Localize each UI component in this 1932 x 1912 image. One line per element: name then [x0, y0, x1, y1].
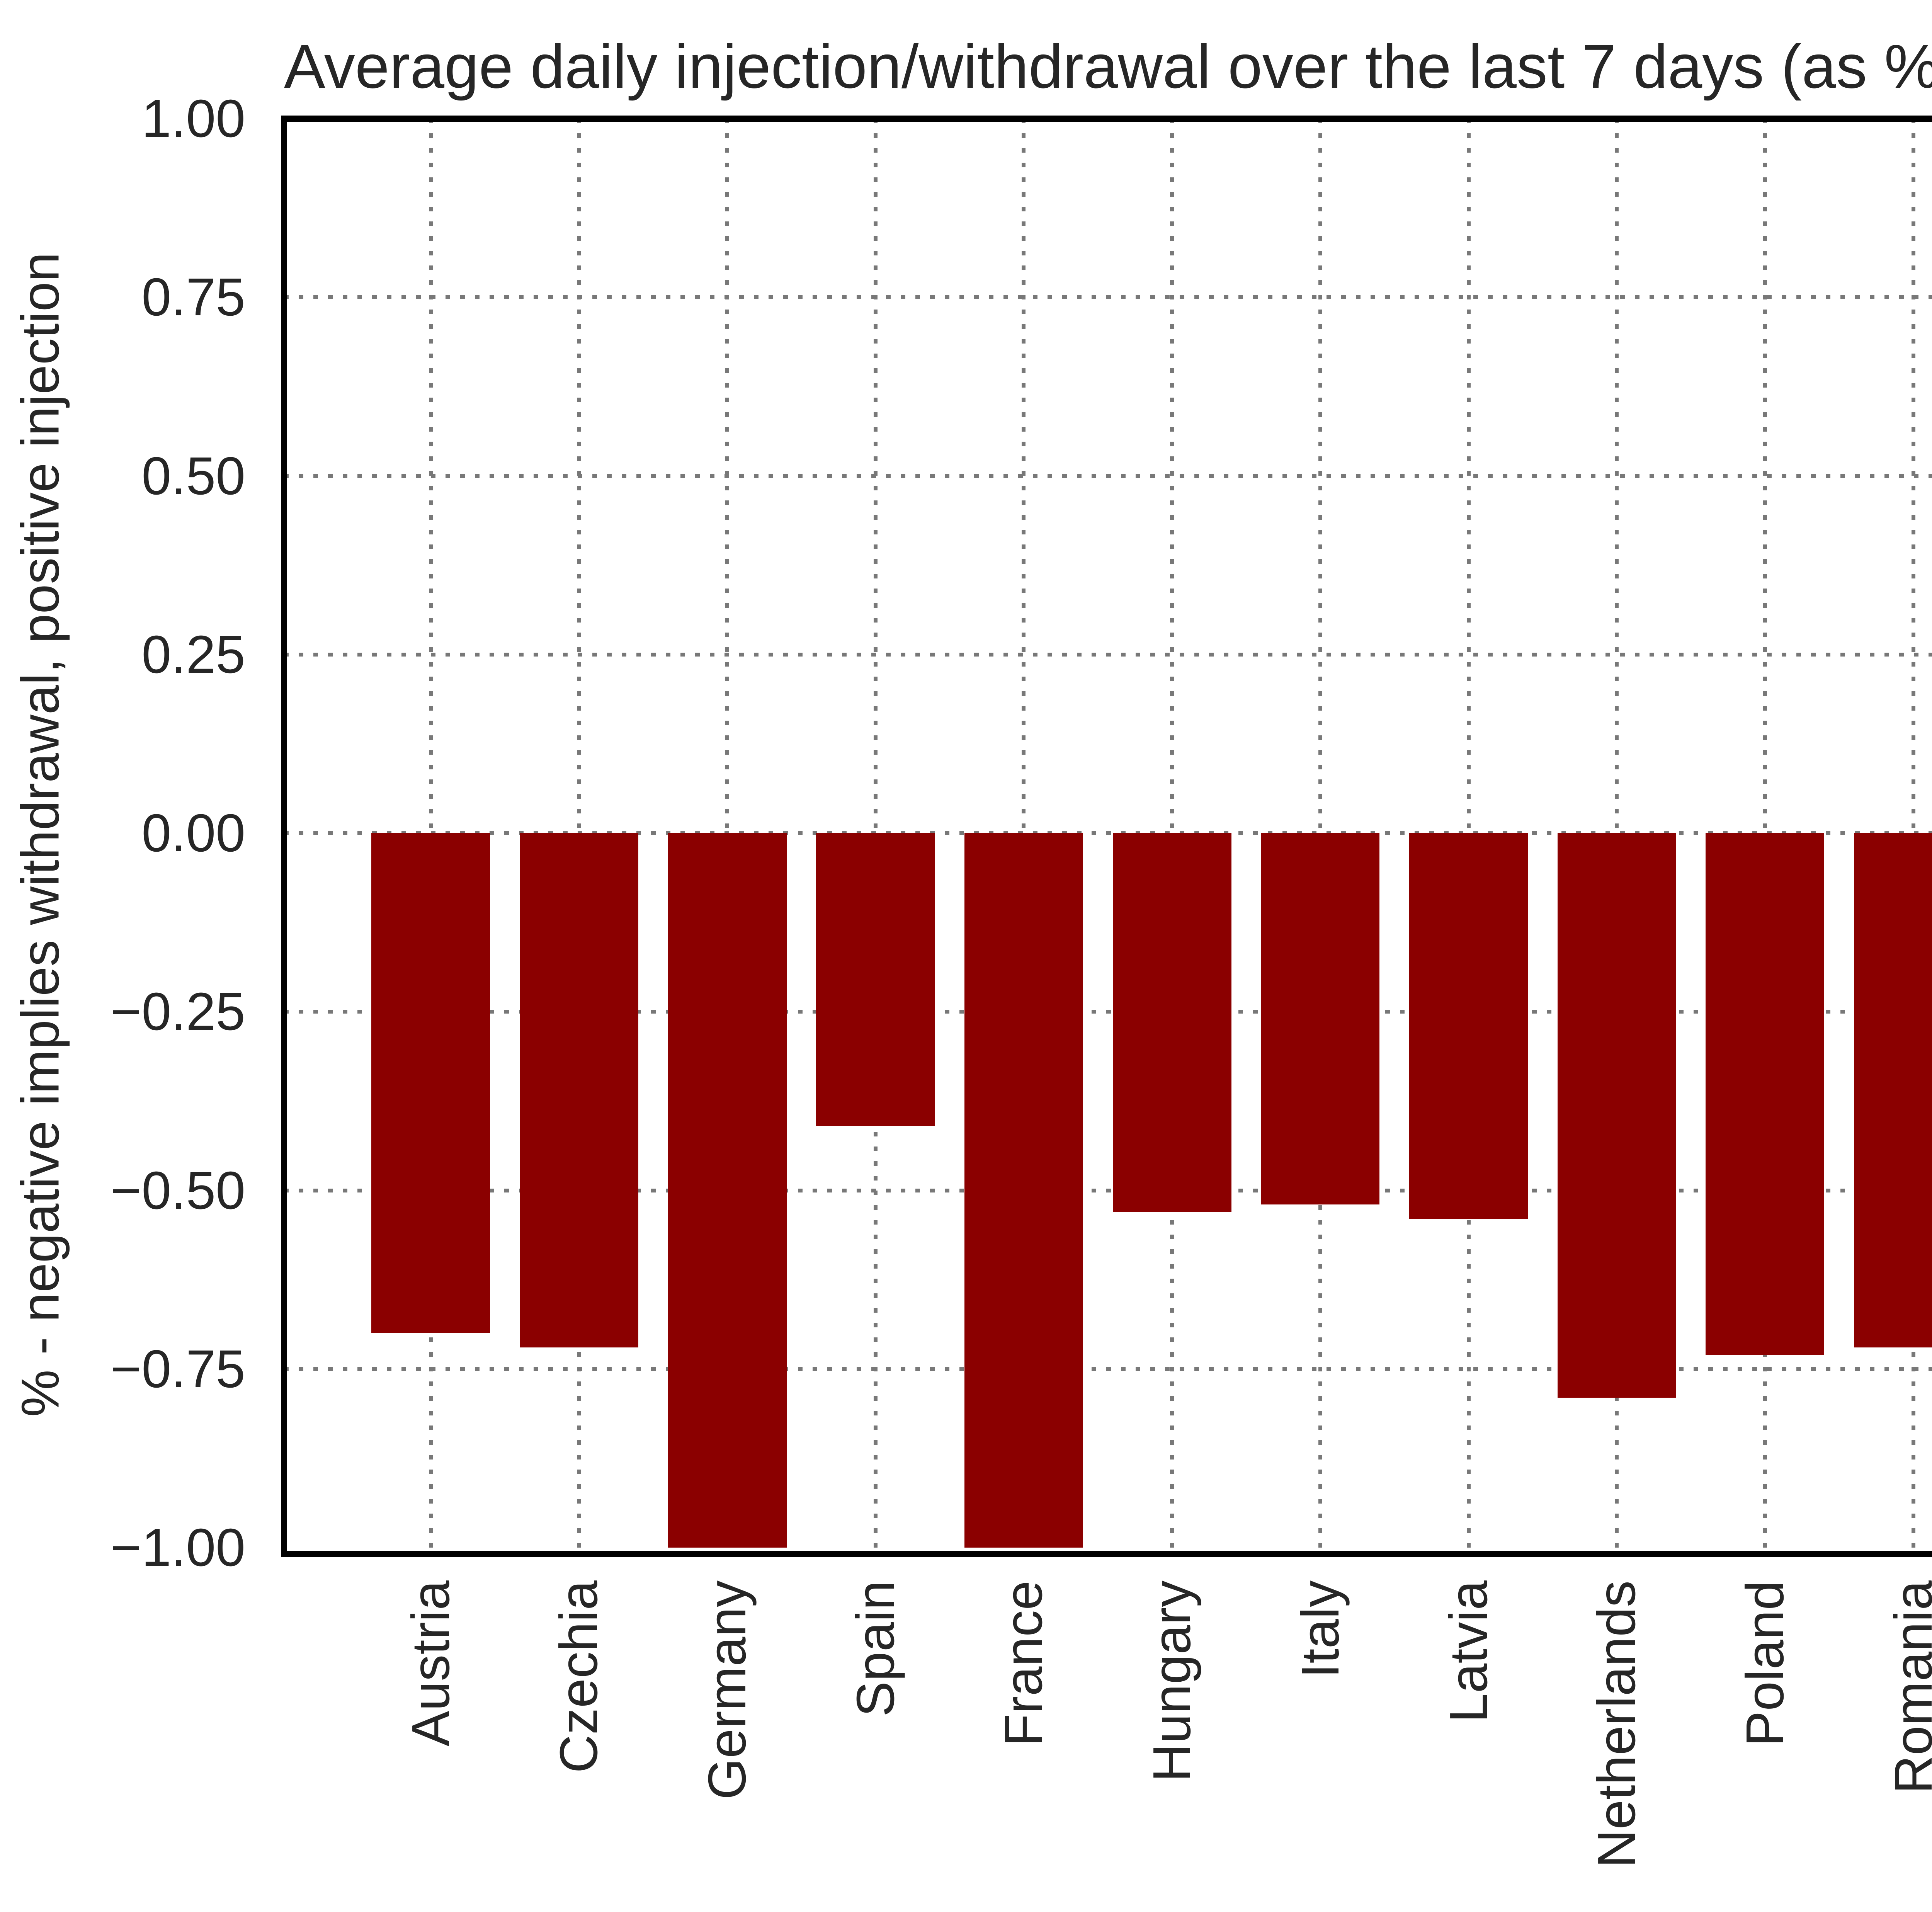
x-tick-label-germany: Germany — [697, 1580, 757, 1800]
y-tick-label: −0.75 — [110, 1339, 245, 1399]
bar-hungary — [1112, 833, 1231, 1212]
bar-spain — [816, 833, 935, 1126]
bar-czechia — [520, 833, 638, 1348]
y-tick-label: 0.25 — [141, 624, 245, 684]
y-tick-label: 0.50 — [141, 446, 245, 506]
bar-france — [964, 833, 1083, 1548]
bar-netherlands — [1557, 833, 1676, 1398]
x-tick-label-spain: Spain — [845, 1580, 905, 1717]
y-gridline — [284, 474, 1932, 478]
y-gridline — [284, 295, 1932, 299]
y-tick-label: 1.00 — [141, 89, 245, 148]
x-tick-label-hungary: Hungary — [1142, 1580, 1202, 1782]
bar-latvia — [1409, 833, 1528, 1219]
y-gridline — [284, 831, 1932, 835]
y-gridline — [284, 1188, 1932, 1192]
y-tick-label: −1.00 — [110, 1518, 245, 1577]
x-tick-label-poland: Poland — [1735, 1580, 1795, 1747]
x-tick-label-romania: Romania — [1883, 1580, 1932, 1794]
x-tick-label-italy: Italy — [1290, 1580, 1350, 1679]
bar-austria — [371, 833, 490, 1334]
x-tick-label-austria: Austria — [401, 1580, 461, 1747]
bar-germany — [668, 833, 787, 1548]
y-tick-label: 0.75 — [141, 267, 245, 327]
x-tick-label-netherlands: Netherlands — [1587, 1580, 1647, 1868]
bar-poland — [1706, 833, 1825, 1355]
y-gridline — [284, 1367, 1932, 1371]
chart-title: Average daily injection/withdrawal over … — [284, 32, 1932, 101]
y-gridline — [284, 652, 1932, 657]
y-tick-label: 0.00 — [141, 803, 245, 863]
bar-italy — [1261, 833, 1380, 1205]
y-tick-label: −0.25 — [110, 982, 245, 1042]
y-gridline — [284, 1010, 1932, 1014]
bar-romania — [1854, 833, 1932, 1348]
x-tick-label-france: France — [994, 1580, 1054, 1747]
x-tick-label-czechia: Czechia — [549, 1580, 609, 1773]
plot-area — [281, 116, 1932, 1557]
y-tick-label: −0.50 — [110, 1160, 245, 1220]
x-tick-label-latvia: Latvia — [1439, 1580, 1498, 1723]
